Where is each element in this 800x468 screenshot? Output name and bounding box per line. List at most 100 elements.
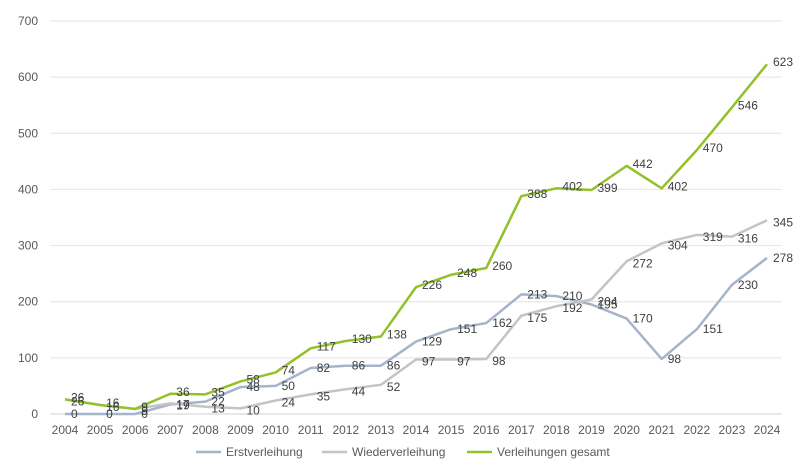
data-label: 98 <box>668 352 682 366</box>
y-tick-label: 100 <box>18 351 38 365</box>
series-line-2 <box>64 219 768 411</box>
x-tick-label: 2012 <box>332 423 359 437</box>
y-tick-label: 600 <box>18 70 38 84</box>
data-label: 17 <box>176 397 190 411</box>
data-label: 9 <box>141 404 148 418</box>
x-tick-label: 2021 <box>648 423 675 437</box>
x-tick-label: 2013 <box>368 423 395 437</box>
data-label: 192 <box>562 301 582 315</box>
data-label: 388 <box>527 187 547 201</box>
data-label: 13 <box>211 402 225 416</box>
x-tick-label: 2006 <box>122 423 149 437</box>
gridlines <box>50 20 782 415</box>
data-label: 16 <box>106 400 120 414</box>
data-label: 35 <box>211 385 225 399</box>
data-label: 402 <box>668 179 688 193</box>
data-label: 16 <box>106 396 120 410</box>
data-label: 402 <box>562 179 582 193</box>
data-label: 86 <box>387 359 401 373</box>
data-label: 546 <box>738 98 758 112</box>
y-tick-label: 700 <box>18 14 38 28</box>
data-label: 97 <box>422 355 436 369</box>
x-tick-label: 2010 <box>262 423 289 437</box>
data-label: 195 <box>598 298 618 312</box>
x-tick-label: 2004 <box>52 423 79 437</box>
data-label: 0 <box>71 407 78 421</box>
x-axis-tick-labels: 2004 2005 2006 2007 2008 2009 2010 2011 2012 2013… <box>52 423 781 437</box>
data-label: 98 <box>492 354 506 368</box>
data-label: 272 <box>633 256 653 270</box>
data-label: 278 <box>773 251 793 265</box>
y-tick-label: 200 <box>18 295 38 309</box>
x-tick-label: 2007 <box>157 423 184 437</box>
data-label: 623 <box>773 55 793 69</box>
x-tick-label: 2024 <box>754 423 781 437</box>
data-label: 19 <box>176 398 190 412</box>
x-tick-label: 2011 <box>298 423 324 437</box>
data-label: 74 <box>282 363 296 377</box>
data-label: 204 <box>598 294 618 308</box>
data-labels: 0 0 0 17 22 48 50 82 86 86 129 151 162 213 210 195 170 98… <box>71 55 793 421</box>
data-label: 26 <box>71 394 85 408</box>
data-label: 138 <box>387 328 407 342</box>
data-label: 470 <box>703 141 723 155</box>
x-tick-label: 2017 <box>508 423 535 437</box>
data-label: 24 <box>282 396 296 410</box>
data-label: 86 <box>352 359 366 373</box>
data-label: 230 <box>738 278 758 292</box>
data-label: 226 <box>422 278 442 292</box>
x-tick-label: 2014 <box>403 423 430 437</box>
data-label: 260 <box>492 259 512 273</box>
data-label: 10 <box>247 403 261 417</box>
x-tick-label: 2018 <box>543 423 570 437</box>
data-label: 248 <box>457 266 477 280</box>
data-label: 35 <box>317 389 331 403</box>
data-label: 316 <box>738 232 758 246</box>
x-tick-label: 2023 <box>719 423 746 437</box>
data-label: 0 <box>106 407 113 421</box>
legend-label: Verleihungen gesamt <box>497 445 610 459</box>
data-label: 304 <box>668 238 688 252</box>
x-tick-label: 2009 <box>227 423 254 437</box>
data-label: 170 <box>633 312 653 326</box>
x-tick-label: 2016 <box>473 423 500 437</box>
series-line-1 <box>65 256 768 416</box>
data-label: 36 <box>176 385 190 399</box>
series-line-3 <box>64 63 768 411</box>
legend: Erstverleihung Wiederverleihung Verleihung… <box>196 445 610 459</box>
series-lines <box>64 63 768 416</box>
y-tick-label: 400 <box>18 182 38 196</box>
x-tick-label: 2005 <box>87 423 114 437</box>
data-label: 151 <box>703 322 723 336</box>
data-label: 44 <box>352 384 366 398</box>
data-label: 22 <box>211 395 225 409</box>
data-label: 48 <box>247 380 261 394</box>
x-tick-label: 2020 <box>613 423 640 437</box>
legend-label: Wiederverleihung <box>352 445 445 459</box>
data-label: 130 <box>352 332 372 346</box>
data-label: 345 <box>773 215 793 229</box>
legend-label: Erstverleihung <box>226 445 303 459</box>
data-label: 129 <box>422 335 442 349</box>
data-label: 117 <box>317 339 336 353</box>
x-tick-label: 2008 <box>192 423 219 437</box>
data-label: 9 <box>141 400 148 414</box>
y-axis-tick-labels: 0 100 200 300 400 500 600 700 <box>18 14 38 421</box>
x-tick-label: 2015 <box>438 423 465 437</box>
y-tick-label: 300 <box>18 239 38 253</box>
x-tick-label: 2022 <box>683 423 710 437</box>
data-label: 26 <box>71 390 85 404</box>
data-label: 175 <box>527 311 547 325</box>
data-label: 319 <box>703 230 723 244</box>
data-label: 50 <box>282 379 296 393</box>
data-label: 162 <box>492 316 512 330</box>
data-label: 442 <box>633 157 653 171</box>
data-label: 82 <box>317 361 331 375</box>
x-tick-label: 2019 <box>578 423 605 437</box>
y-tick-label: 500 <box>18 126 38 140</box>
data-label: 213 <box>527 287 547 301</box>
y-tick-label: 0 <box>31 407 38 421</box>
data-label: 0 <box>141 407 148 421</box>
data-label: 210 <box>562 289 582 303</box>
